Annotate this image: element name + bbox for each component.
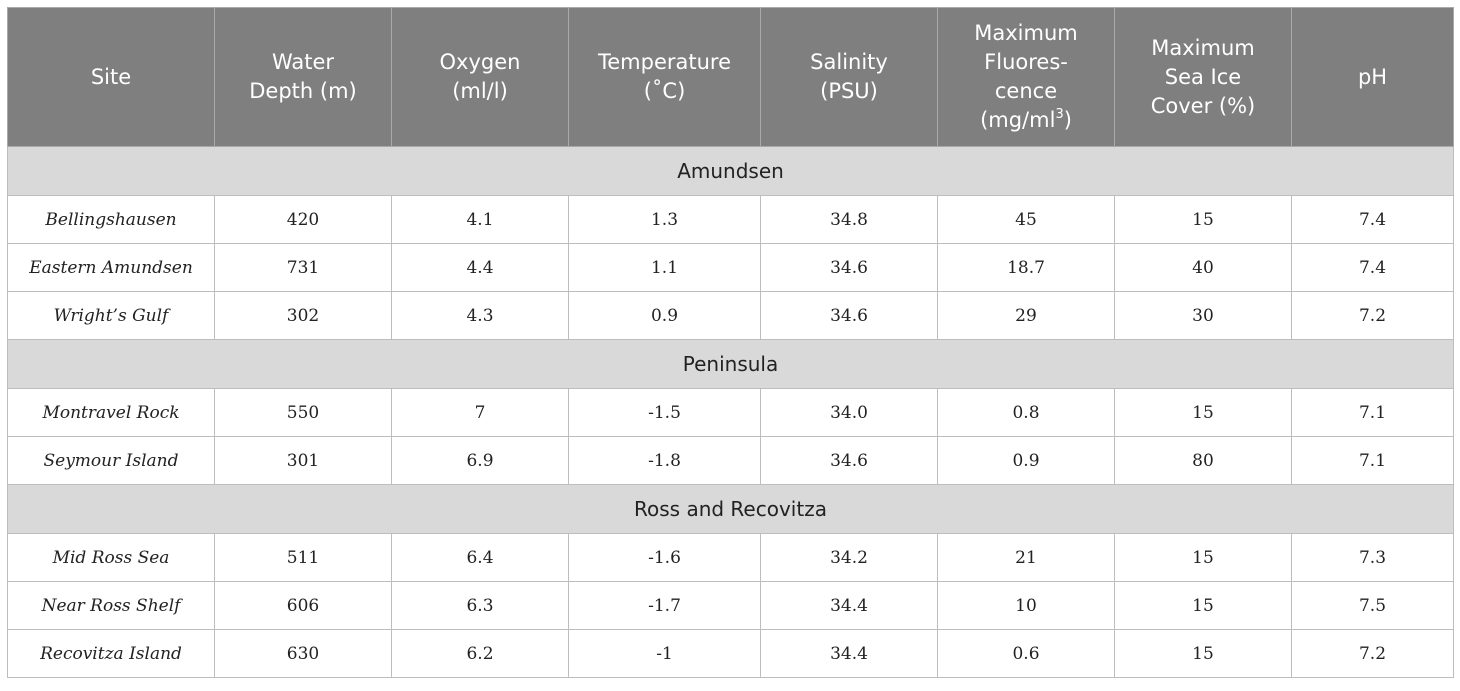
cell-oxygen: 4.3 <box>391 291 569 340</box>
cell-salinity: 34.8 <box>760 195 938 244</box>
cell-water-depth: 731 <box>214 243 392 292</box>
group-label: Peninsula <box>7 339 1454 389</box>
cell-max-fluorescence: 45 <box>937 195 1115 244</box>
table-row: Recovitza Island 630 6.2 -1 34.4 0.6 15 7.2 <box>7 629 1454 678</box>
table-row: Montravel Rock 550 7 -1.5 34.0 0.8 15 7.1 <box>7 388 1454 437</box>
cell-oxygen: 6.3 <box>391 581 569 630</box>
cell-max-sea-ice-cover: 15 <box>1114 533 1292 582</box>
cell-max-fluorescence: 10 <box>937 581 1115 630</box>
cell-temperature: -1.5 <box>568 388 761 437</box>
cell-oxygen: 6.2 <box>391 629 569 678</box>
cell-max-fluorescence: 21 <box>937 533 1115 582</box>
cell-max-sea-ice-cover: 15 <box>1114 581 1292 630</box>
cell-water-depth: 511 <box>214 533 392 582</box>
cell-ph: 7.4 <box>1291 195 1454 244</box>
table-row: Eastern Amundsen 731 4.4 1.1 34.6 18.7 40 7.4 <box>7 243 1454 292</box>
data-table-container: Site Water Depth (m) Oxygen (ml/l) Tempe… <box>7 7 1454 678</box>
cell-ph: 7.1 <box>1291 388 1454 437</box>
cell-salinity: 34.6 <box>760 291 938 340</box>
cell-ph: 7.3 <box>1291 533 1454 582</box>
cell-oxygen: 6.4 <box>391 533 569 582</box>
cell-max-sea-ice-cover: 30 <box>1114 291 1292 340</box>
group-row: Amundsen <box>7 146 1454 196</box>
cell-water-depth: 302 <box>214 291 392 340</box>
cell-max-fluorescence: 0.8 <box>937 388 1115 437</box>
cell-site: Near Ross Shelf <box>7 581 215 630</box>
group-label: Amundsen <box>7 146 1454 196</box>
cell-max-fluorescence: 18.7 <box>937 243 1115 292</box>
cell-max-sea-ice-cover: 15 <box>1114 388 1292 437</box>
table-body: Amundsen Bellingshausen 420 4.1 1.3 34.8 45 15 7… <box>7 146 1454 678</box>
cell-temperature: 1.1 <box>568 243 761 292</box>
cell-oxygen: 4.4 <box>391 243 569 292</box>
cell-oxygen: 7 <box>391 388 569 437</box>
header-max-sea-ice-cover: Maximum Sea Ice Cover (%) <box>1114 7 1292 147</box>
cell-max-sea-ice-cover: 15 <box>1114 195 1292 244</box>
header-site: Site <box>7 7 215 147</box>
cell-water-depth: 630 <box>214 629 392 678</box>
table-row: Mid Ross Sea 511 6.4 -1.6 34.2 21 15 7.3 <box>7 533 1454 582</box>
header-max-fluorescence: Maximum Fluores- cence (mg/ml3) <box>937 7 1115 147</box>
cell-salinity: 34.6 <box>760 436 938 485</box>
cell-temperature: -1.6 <box>568 533 761 582</box>
group-row: Ross and Recovitza <box>7 484 1454 534</box>
header-salinity: Salinity (PSU) <box>760 7 938 147</box>
cell-site: Bellingshausen <box>7 195 215 244</box>
cell-water-depth: 301 <box>214 436 392 485</box>
cell-ph: 7.2 <box>1291 291 1454 340</box>
cell-temperature: -1.8 <box>568 436 761 485</box>
cell-salinity: 34.6 <box>760 243 938 292</box>
table-row: Near Ross Shelf 606 6.3 -1.7 34.4 10 15 7.5 <box>7 581 1454 630</box>
cell-temperature: -1.7 <box>568 581 761 630</box>
cell-temperature: 1.3 <box>568 195 761 244</box>
cell-salinity: 34.0 <box>760 388 938 437</box>
cell-ph: 7.4 <box>1291 243 1454 292</box>
header-water-depth: Water Depth (m) <box>214 7 392 147</box>
header-oxygen: Oxygen (ml/l) <box>391 7 569 147</box>
table-row: Bellingshausen 420 4.1 1.3 34.8 45 15 7.4 <box>7 195 1454 244</box>
cell-site: Wright’s Gulf <box>7 291 215 340</box>
table-header: Site Water Depth (m) Oxygen (ml/l) Tempe… <box>7 7 1454 147</box>
cell-site: Recovitza Island <box>7 629 215 678</box>
header-temperature: Temperature (˚C) <box>568 7 761 147</box>
table-row: Seymour Island 301 6.9 -1.8 34.6 0.9 80 7.1 <box>7 436 1454 485</box>
cell-water-depth: 550 <box>214 388 392 437</box>
cell-ph: 7.1 <box>1291 436 1454 485</box>
cell-max-fluorescence: 0.9 <box>937 436 1115 485</box>
cell-max-sea-ice-cover: 15 <box>1114 629 1292 678</box>
cell-site: Eastern Amundsen <box>7 243 215 292</box>
cell-ph: 7.2 <box>1291 629 1454 678</box>
cell-max-fluorescence: 29 <box>937 291 1115 340</box>
cell-oxygen: 6.9 <box>391 436 569 485</box>
cell-ph: 7.5 <box>1291 581 1454 630</box>
cell-max-sea-ice-cover: 80 <box>1114 436 1292 485</box>
cell-temperature: 0.9 <box>568 291 761 340</box>
cell-salinity: 34.2 <box>760 533 938 582</box>
cell-temperature: -1 <box>568 629 761 678</box>
cell-site: Seymour Island <box>7 436 215 485</box>
cell-site: Montravel Rock <box>7 388 215 437</box>
cell-water-depth: 420 <box>214 195 392 244</box>
data-table: Site Water Depth (m) Oxygen (ml/l) Tempe… <box>7 7 1454 678</box>
cell-max-fluorescence: 0.6 <box>937 629 1115 678</box>
cell-oxygen: 4.1 <box>391 195 569 244</box>
cell-salinity: 34.4 <box>760 629 938 678</box>
group-label: Ross and Recovitza <box>7 484 1454 534</box>
group-row: Peninsula <box>7 339 1454 389</box>
header-ph: pH <box>1291 7 1454 147</box>
cell-salinity: 34.4 <box>760 581 938 630</box>
cell-site: Mid Ross Sea <box>7 533 215 582</box>
table-row: Wright’s Gulf 302 4.3 0.9 34.6 29 30 7.2 <box>7 291 1454 340</box>
cell-max-sea-ice-cover: 40 <box>1114 243 1292 292</box>
cell-water-depth: 606 <box>214 581 392 630</box>
